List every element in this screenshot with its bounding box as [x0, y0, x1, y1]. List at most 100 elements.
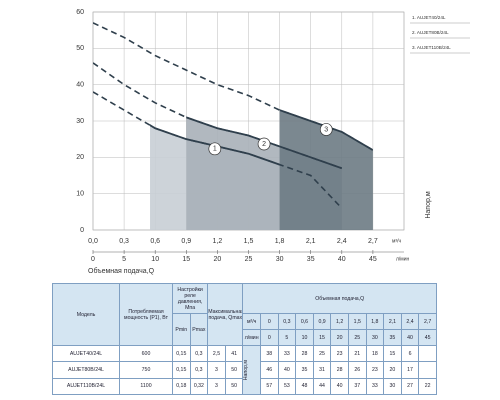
flow-cell: 10	[295, 329, 314, 347]
x-tick-label: 2,4	[337, 238, 347, 245]
x2-tick-label: 35	[307, 256, 315, 263]
table-cell: 3	[207, 361, 226, 379]
y-tick-label: 0	[80, 227, 84, 234]
table-cell: 33	[277, 345, 297, 363]
header-cell: Объемная подача,Q	[242, 283, 437, 314]
x2-tick-label: 30	[276, 256, 284, 263]
table-cell: 53	[277, 377, 297, 396]
flow-cell: 2,4	[400, 312, 420, 331]
legend-entry: 3. AUJET110B/24L	[412, 45, 451, 50]
x2-tick-label: 20	[214, 256, 222, 263]
curve-label: 3	[324, 126, 328, 133]
y-tick-label: 10	[76, 191, 84, 198]
x-tick-label: 0,3	[119, 238, 129, 245]
x2-tick-label: 15	[182, 256, 190, 263]
table-cell: 38	[259, 345, 279, 363]
table-cell: 18	[365, 345, 385, 363]
x-tick-label: 2,7	[368, 238, 378, 245]
y-axis-title: Напор,м	[425, 191, 432, 218]
y-tick-label: 20	[76, 154, 84, 161]
flow-cell: 45	[418, 329, 437, 347]
table-cell: AUJET80B/24L	[52, 361, 120, 379]
table-row: Модель Потребляемая мощность (P1), Вт Наст…	[52, 282, 437, 347]
table-cell: 57	[259, 377, 279, 396]
table-cell: 21	[347, 345, 367, 363]
table-cell: 28	[330, 361, 349, 379]
table-cell: 33	[365, 377, 385, 396]
curve-label: 1	[213, 146, 217, 153]
table-cell: 750	[119, 361, 173, 379]
flow-cell: 40	[400, 329, 420, 347]
flow-cell: 1,2	[330, 312, 349, 331]
table-cell: 48	[295, 377, 314, 396]
table-cell: 0,3	[189, 345, 209, 363]
table-cell: 40	[277, 361, 297, 379]
header-cell: Настройки реле давления, Мпа	[171, 283, 209, 314]
x2-tick-label: 40	[338, 256, 346, 263]
flow-cell: 0,9	[312, 312, 332, 331]
operating-range	[279, 110, 373, 230]
curve-marker	[319, 123, 333, 136]
flow-cell: 25	[347, 329, 367, 347]
x-tick-label: 1,5	[244, 238, 254, 245]
table-cell: 0,32	[189, 377, 209, 396]
table-cell: 0,15	[172, 345, 191, 363]
x-tick-label: 0,9	[181, 238, 191, 245]
x-tick-label: 1,8	[275, 238, 285, 245]
header-cell: Pmin	[172, 312, 191, 347]
table-cell: 50	[224, 377, 244, 396]
curve-solid	[186, 116, 342, 170]
table-cell	[418, 345, 437, 363]
spec-table: Модель Потребляемая мощность (P1), Вт Наст…	[52, 282, 437, 396]
flow-cell: 2,1	[383, 312, 402, 331]
flow-cell: 0,3	[277, 312, 297, 331]
x-tick-label: 2,1	[306, 238, 316, 245]
flow-cell: 30	[365, 329, 385, 347]
x-tick-label: 0,6	[150, 238, 160, 245]
table-row: Pmin Pmax м³/ч 0 0,3 0,6 0,9 1,2 1,5 1,8 2,1 2,4 2,7	[53, 312, 437, 347]
table-cell: 15	[383, 345, 402, 363]
flow-cell: 1,8	[365, 312, 385, 331]
table-cell: 17	[400, 361, 420, 379]
table-row: AUJET80B/24L 750 0,15 0,3 3 50 46 40 35 31 28 26 23 2…	[52, 361, 437, 379]
unit-cell: л/мин	[242, 329, 261, 347]
flow-cell: 35	[383, 329, 402, 347]
table-cell: 30	[383, 377, 402, 396]
table-cell: 40	[330, 377, 349, 396]
x-tick-label: 0,0	[88, 238, 98, 245]
unit-cell: Напор,м	[242, 345, 261, 395]
legend-entry: 2. AUJET80B/24L	[412, 30, 449, 35]
unit-cell: м³/ч	[242, 312, 261, 331]
table-cell: 28	[295, 345, 314, 363]
y-tick-label: 40	[76, 82, 84, 89]
header-cell: Потребляемая мощность (P1), Вт	[119, 282, 173, 347]
table-cell: 0,3	[189, 361, 209, 379]
header-cell: Максимальная подача, Qmax	[207, 282, 244, 347]
curve-marker	[257, 137, 271, 151]
vertical-text: Напор,м	[243, 359, 250, 381]
x2-tick-label: 5	[122, 256, 126, 263]
table-cell: 20	[383, 361, 402, 379]
x-tick-label: 1,2	[213, 238, 223, 245]
curve-marker	[208, 142, 222, 156]
table-row: AUJET110B/24L 1100 0,18 0,32 3 50 57 53 48 44 40 37…	[52, 377, 437, 396]
table-cell: 1100	[119, 377, 173, 396]
table-cell: 2,5	[207, 345, 226, 363]
flow-cell: 0	[259, 329, 279, 347]
table-cell: 0,15	[172, 361, 191, 379]
header-cell: Pmax	[189, 312, 209, 347]
flow-cell: 20	[330, 329, 349, 347]
table-cell: 22	[418, 377, 437, 396]
curve-label: 2	[262, 141, 266, 148]
y-tick-label: 60	[76, 9, 84, 16]
table-cell: 23	[365, 361, 385, 379]
table-cell: 41	[224, 345, 244, 363]
table-cell: 31	[312, 361, 332, 379]
table-cell: 26	[347, 361, 367, 379]
table-cell: AUJET40/24L	[52, 345, 120, 363]
table-row: л/мин 0 5 10 15 20 25 30 35 40 45	[53, 329, 437, 347]
chart: Объемная подача,Q Напор,м м³/ч л/мин 010…	[76, 9, 470, 275]
table-cell: 3	[207, 377, 226, 396]
flow-cell: 1,5	[347, 312, 367, 331]
